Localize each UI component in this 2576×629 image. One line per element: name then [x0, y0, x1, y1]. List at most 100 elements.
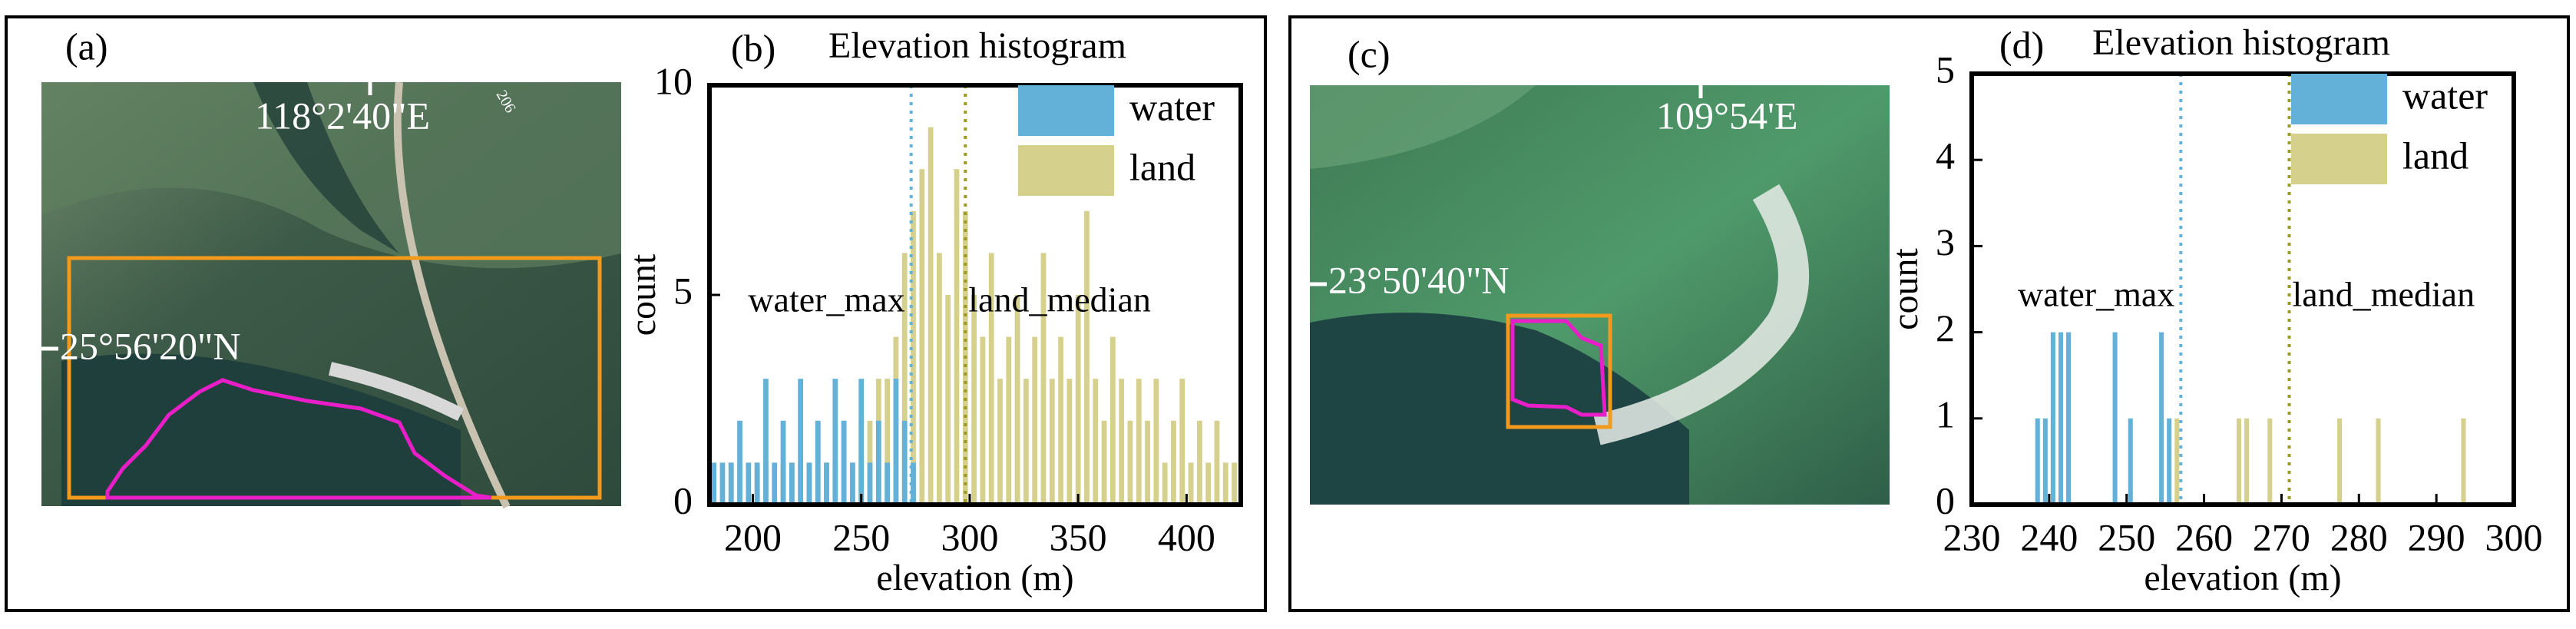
x-tick-label: 280: [2330, 515, 2388, 558]
histogram-bar: [832, 379, 838, 505]
plot-frame: [1969, 71, 2516, 507]
histogram-bar: [1145, 420, 1150, 505]
histogram-bar: [945, 295, 951, 505]
plot-area: [2035, 332, 2466, 505]
x-tick-label: 250: [2098, 515, 2155, 558]
histogram-bar: [850, 462, 855, 505]
y-tick-label: 0: [1936, 478, 1955, 521]
histogram-bar: [728, 462, 734, 505]
histogram-bar: [867, 462, 873, 505]
plot-area: [711, 127, 1237, 505]
histogram-bar: [754, 462, 760, 505]
histogram-bar: [885, 462, 890, 505]
reference-label: water_max: [2018, 274, 2174, 313]
histogram-bar: [841, 420, 847, 505]
histogram-bar: [719, 462, 726, 505]
histogram-bar: [1023, 379, 1029, 505]
histogram-bar: [746, 462, 752, 505]
histogram-bar: [1214, 420, 1220, 505]
x-axis-label: elevation (m): [876, 558, 1073, 598]
x-tick-label: 400: [1158, 515, 1215, 558]
latitude-label: 25°56'20"N: [60, 324, 241, 367]
x-axis-label: elevation (m): [2144, 558, 2341, 598]
y-tick-label: 5: [673, 269, 693, 312]
histogram-bar: [911, 462, 916, 505]
histogram-bar: [1232, 462, 1237, 505]
y-tick-label: 10: [654, 59, 693, 102]
histogram-bar: [2174, 418, 2180, 505]
panel-frame: [1288, 15, 2570, 612]
histogram-bar: [2337, 418, 2343, 505]
histogram-bar: [1084, 210, 1090, 505]
y-tick-label: 5: [1936, 48, 1955, 91]
histogram-bar: [1205, 462, 1212, 505]
reference-label: land_median: [968, 280, 1151, 319]
chart-title: Elevation histogram: [828, 25, 1126, 66]
histogram-bar: [1179, 379, 1185, 505]
satellite-image: [1310, 85, 1890, 505]
histogram-bar: [815, 420, 821, 505]
histogram-bar: [2050, 332, 2055, 505]
histogram-bar: [1171, 420, 1176, 505]
y-tick-label: 2: [1936, 306, 1955, 349]
y-tick-label: 4: [1936, 134, 1955, 177]
histogram-bar: [901, 420, 908, 505]
histogram-bar: [1101, 420, 1107, 505]
histogram-bar: [1162, 462, 1168, 505]
y-tick-label: 1: [1936, 392, 1955, 435]
histogram-bar: [737, 420, 742, 505]
panel-label: (d): [1999, 23, 2044, 66]
histogram-bar: [1188, 462, 1194, 505]
histogram-bar: [971, 295, 977, 505]
y-tick-label: 3: [1936, 220, 1955, 263]
chart: water_max land_median 200 250 300 350 400 0 5 10 e…: [623, 25, 1243, 598]
x-tick-label: 350: [1050, 515, 1107, 558]
histogram-bar: [2267, 418, 2273, 505]
histogram-bar: [2236, 418, 2241, 505]
histogram-bar: [2058, 332, 2064, 505]
histogram-bar: [2128, 418, 2133, 505]
legend-swatch: [2291, 74, 2387, 124]
histogram-bar: [885, 379, 890, 505]
histogram-bar: [937, 253, 942, 505]
histogram-bar: [1093, 379, 1099, 505]
legend-swatch: [1018, 145, 1114, 196]
histogram-bar: [1040, 253, 1047, 505]
histogram-bar: [928, 127, 934, 505]
legend-swatch: [1018, 85, 1114, 136]
histogram-bar: [789, 462, 795, 505]
histogram-bar: [997, 379, 1003, 505]
legend-label: land: [2402, 134, 2469, 177]
histogram-bar: [2461, 418, 2466, 505]
histogram-bar: [954, 169, 960, 505]
histogram-bar: [1196, 420, 1202, 505]
histogram-bar: [824, 462, 829, 505]
histogram-bar: [1109, 336, 1116, 505]
y-axis-label: count: [1885, 248, 1926, 330]
legend-label: water: [1129, 85, 1215, 128]
histogram-bar: [763, 379, 769, 505]
histogram-bar: [772, 462, 778, 505]
histogram-bar: [806, 462, 812, 505]
legend-swatch: [2291, 134, 2387, 184]
x-tick-label: 250: [832, 515, 890, 558]
histogram-bar: [980, 336, 986, 505]
histogram-bar: [1066, 379, 1073, 505]
histogram-bar: [1222, 462, 1228, 505]
histogram-bar: [1049, 379, 1055, 505]
histogram-bar: [780, 420, 786, 505]
histogram-bar: [1006, 336, 1012, 505]
histogram-bar: [1014, 295, 1020, 505]
longitude-label: 109°54'E: [1656, 94, 1798, 137]
histogram-bar: [2159, 332, 2164, 505]
histogram-bar: [858, 379, 865, 505]
histogram-bar: [2066, 332, 2072, 505]
x-tick-label: 200: [724, 515, 782, 558]
histogram-bar: [1136, 379, 1142, 505]
x-tick-label: 290: [2408, 515, 2465, 558]
panel-label: (b): [731, 26, 775, 69]
chart-title: Elevation histogram: [2092, 22, 2390, 63]
histogram-bar: [2244, 418, 2250, 505]
